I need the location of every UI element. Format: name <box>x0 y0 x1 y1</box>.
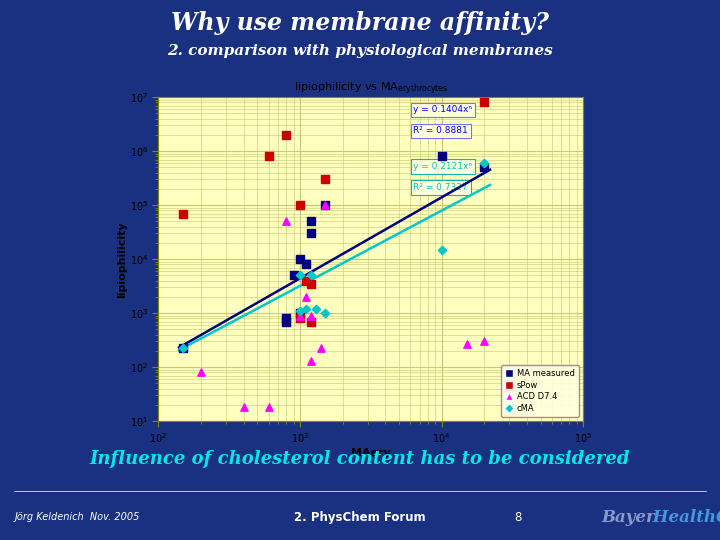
Point <box>178 209 189 218</box>
Text: 2. PhysChem Forum: 2. PhysChem Forum <box>294 511 426 524</box>
Text: Why use membrane affinity?: Why use membrane affinity? <box>171 10 549 35</box>
X-axis label: MAery: MAery <box>351 448 391 458</box>
Text: Bayer: Bayer <box>601 509 655 526</box>
Point <box>178 343 189 352</box>
Text: R² = 0.8881: R² = 0.8881 <box>413 126 468 136</box>
Point <box>294 312 306 320</box>
Text: y = 0.1404xⁿ: y = 0.1404xⁿ <box>413 105 472 114</box>
Point <box>310 305 322 313</box>
Text: 8: 8 <box>515 511 522 524</box>
Point <box>305 280 317 288</box>
Point <box>479 337 490 346</box>
Point <box>263 403 274 411</box>
Point <box>238 403 249 411</box>
Text: Jörg Keldenich  Nov. 2005: Jörg Keldenich Nov. 2005 <box>14 512 140 522</box>
Point <box>436 152 447 161</box>
Point <box>305 229 317 238</box>
Point <box>305 357 317 366</box>
Point <box>281 317 292 326</box>
Point <box>281 314 292 323</box>
Point <box>305 317 317 326</box>
Point <box>294 309 306 318</box>
Point <box>319 309 330 318</box>
Point <box>436 245 447 254</box>
Point <box>300 293 312 301</box>
Point <box>479 159 490 167</box>
Point <box>300 276 312 285</box>
Text: Influence of cholesterol content has to be considered: Influence of cholesterol content has to … <box>90 450 630 468</box>
Point <box>294 201 306 210</box>
Point <box>319 175 330 184</box>
Point <box>300 305 312 313</box>
Point <box>479 98 490 107</box>
Point <box>300 260 312 269</box>
Point <box>178 343 189 352</box>
Point <box>281 217 292 226</box>
Point <box>294 271 306 280</box>
Text: y = 0.2121xⁿ: y = 0.2121xⁿ <box>413 162 472 171</box>
Point <box>461 340 472 348</box>
Text: HealthCare: HealthCare <box>647 509 720 526</box>
Point <box>263 152 274 161</box>
Point <box>479 163 490 172</box>
Title: lipiophilicity vs MA$_{\mathregular{erythrocytes}}$: lipiophilicity vs MA$_{\mathregular{eryt… <box>294 81 448 97</box>
Point <box>305 217 317 226</box>
Text: R² = 0.7327: R² = 0.7327 <box>413 183 468 192</box>
Point <box>195 368 207 377</box>
Point <box>315 343 326 352</box>
Point <box>281 131 292 139</box>
Point <box>305 271 317 280</box>
Point <box>319 201 330 210</box>
Point <box>305 312 317 320</box>
Point <box>319 201 330 210</box>
Point <box>294 307 306 315</box>
Point <box>288 271 300 280</box>
Y-axis label: lipiophilicity: lipiophilicity <box>117 221 127 298</box>
Legend: MA measured, sPow, ACD D7.4, cMA: MA measured, sPow, ACD D7.4, cMA <box>501 365 579 417</box>
Text: 2. comparison with physiological membranes: 2. comparison with physiological membran… <box>167 44 553 58</box>
Point <box>294 314 306 323</box>
Point <box>294 255 306 264</box>
